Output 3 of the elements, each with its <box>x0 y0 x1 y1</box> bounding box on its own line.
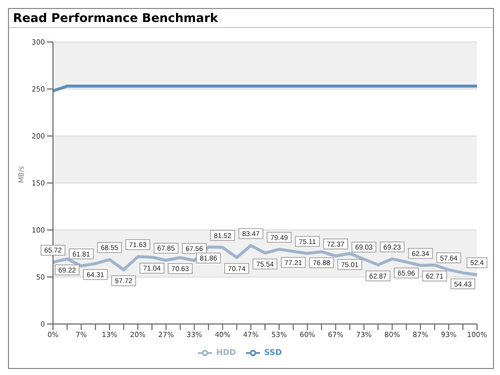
legend-label: HDD <box>216 348 236 358</box>
chart-title: Read Performance Benchmark <box>9 9 493 28</box>
legend-label: SSD <box>264 348 282 358</box>
